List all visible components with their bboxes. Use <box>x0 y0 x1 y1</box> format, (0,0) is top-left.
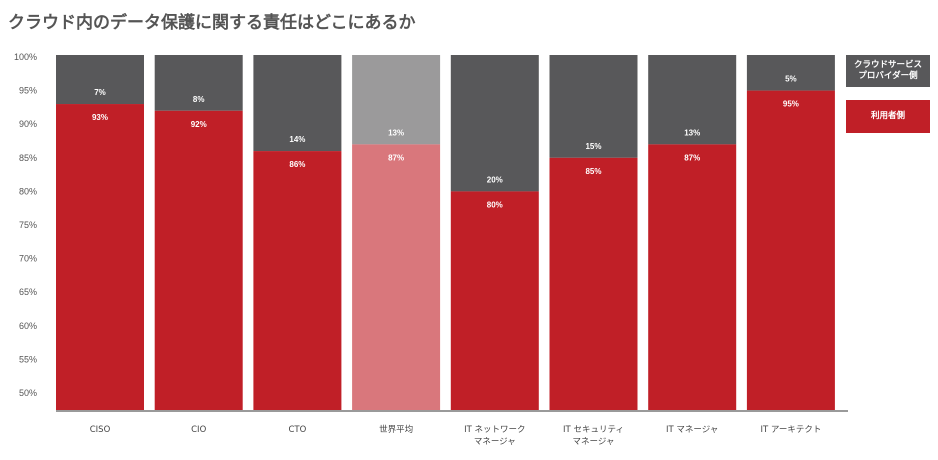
y-tick-label: 75% <box>19 220 37 230</box>
bar-segment-provider <box>352 55 441 145</box>
data-label-user: 87% <box>388 153 404 162</box>
data-label-provider: 15% <box>585 142 601 151</box>
data-label-user: 85% <box>585 167 601 176</box>
bar-segment-user <box>352 144 441 411</box>
legend-provider: クラウドサービス プロバイダー側 <box>846 55 930 87</box>
x-tick-label: CISO <box>90 425 111 435</box>
bar-group: 20% 80% <box>450 55 539 410</box>
data-label-provider: 13% <box>388 128 404 137</box>
data-label-provider: 13% <box>684 128 700 137</box>
data-label-user: 92% <box>191 120 207 129</box>
legend-user-label: 利用者側 <box>870 110 905 121</box>
bar-group: 5% 95% <box>746 55 835 410</box>
bar-segment-provider <box>648 55 737 145</box>
data-label-provider: 5% <box>785 75 797 84</box>
bar-group: 8% 92% <box>154 55 243 410</box>
y-tick-label: 70% <box>19 254 37 264</box>
y-tick-label: 55% <box>19 354 37 364</box>
y-tick-label: 50% <box>19 388 37 398</box>
bar-segment-user <box>253 151 342 410</box>
y-tick-label: 60% <box>19 321 37 331</box>
legend-provider-label: クラウドサービス プロバイダー側 <box>853 59 922 81</box>
y-tick-label: 95% <box>19 86 37 96</box>
x-tick-label: IT ネットワーク <box>464 425 525 435</box>
bar-segment-user <box>746 90 835 410</box>
bar-segment-user <box>450 191 539 410</box>
data-label-provider: 8% <box>193 95 205 104</box>
bar-segment-provider <box>253 55 342 152</box>
bar-segment-user <box>648 144 737 411</box>
x-tick-label: CIO <box>191 425 206 435</box>
bar-segment-provider <box>746 55 835 91</box>
bar-group: 13% 87% <box>352 55 441 411</box>
y-tick-label: 65% <box>19 287 37 297</box>
y-axis: 50% 55% 60% 65% 70% 75% 80% 85% 90% 95% 100% <box>14 52 37 398</box>
legend-user: 利用者側 <box>846 100 930 133</box>
bar-segment-provider <box>549 55 638 158</box>
data-label-user: 87% <box>684 153 700 162</box>
y-tick-label: 90% <box>19 119 37 129</box>
chart-title: クラウド内のデータ保護に関する責任はどこにあるか <box>8 13 416 33</box>
bar-segment-provider <box>56 55 144 105</box>
data-label-user: 93% <box>92 113 108 122</box>
data-label-provider: 20% <box>487 175 503 184</box>
data-label-user: 95% <box>783 100 799 109</box>
x-tick-label: マネージャ <box>474 437 516 447</box>
bar-segment-user <box>154 110 243 410</box>
data-label-provider: 14% <box>289 135 305 144</box>
bar-group: 7% 93% <box>56 55 144 410</box>
bar-group: 13% 87% <box>648 55 737 411</box>
x-tick-label: IT マネージャ <box>666 425 718 435</box>
y-tick-label: 85% <box>19 153 37 163</box>
data-label-user: 80% <box>487 200 503 209</box>
bar-segment-user <box>549 157 638 410</box>
bars: 7% 93% 8% 92% 14% 86% 13% 87% 20% 80% 15% 85% 13% 87%… <box>56 55 835 411</box>
data-label-provider: 7% <box>94 88 106 97</box>
bar-segment-provider <box>154 55 243 111</box>
x-tick-label: CTO <box>288 425 306 435</box>
y-tick-label: 80% <box>19 186 37 196</box>
y-tick-label: 100% <box>14 52 37 62</box>
x-tick-label: IT アーキテクト <box>760 425 821 435</box>
bar-group: 14% 86% <box>253 55 342 410</box>
data-label-user: 86% <box>289 160 305 169</box>
bar-segment-user <box>56 104 144 410</box>
x-tick-label: マネージャ <box>573 437 615 447</box>
x-tick-label: IT セキュリティ <box>563 425 624 435</box>
x-tick-label: 世界平均 <box>379 424 413 435</box>
bar-segment-provider <box>450 55 539 192</box>
bar-group: 15% 85% <box>549 55 638 410</box>
